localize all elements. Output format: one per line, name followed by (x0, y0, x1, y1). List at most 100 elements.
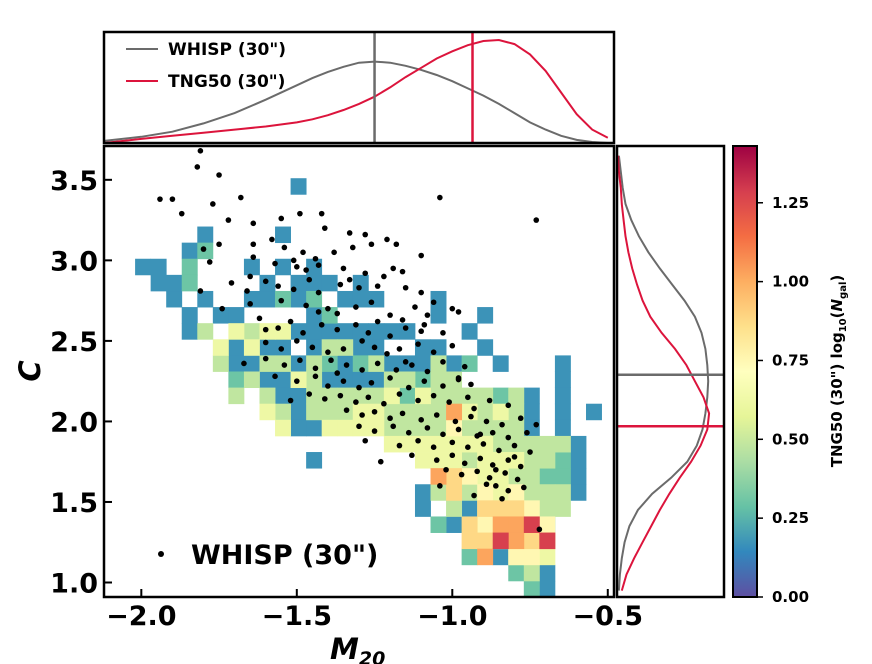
heatmap-cell (181, 258, 198, 276)
heatmap-cell (259, 371, 276, 389)
scatter-point (374, 283, 381, 289)
heatmap-cell (523, 435, 540, 453)
y-tick-label: 2.5 (50, 327, 98, 358)
heatmap-cell (368, 387, 385, 405)
scatter-point (483, 418, 490, 425)
heatmap-cell (539, 516, 556, 533)
heatmap-cell (337, 290, 354, 308)
right-marginal-lines (617, 155, 724, 591)
heatmap-cell (212, 355, 229, 372)
scatter-point (281, 362, 288, 368)
scatter-point (517, 415, 524, 422)
heatmap-cell (508, 387, 525, 405)
scatter-point (325, 305, 331, 312)
scatter-point (499, 421, 505, 428)
scatter-point (396, 346, 403, 352)
scatter-point (343, 362, 350, 368)
heatmap-cell (228, 339, 245, 356)
scatter-point (334, 310, 341, 317)
heatmap-cell (539, 452, 556, 469)
heatmap-cell (197, 226, 214, 244)
scatter-point (290, 286, 297, 293)
scatter-point (241, 360, 247, 367)
scatter-point (312, 365, 319, 372)
y-axis-label: C (13, 360, 47, 381)
heatmap-cell (321, 307, 338, 324)
heatmap-cell (446, 355, 463, 372)
scatter-point (437, 483, 443, 489)
scatter-point (430, 444, 437, 451)
heatmap-cell (508, 532, 525, 550)
scatter-point (356, 384, 362, 391)
heatmap-cell (306, 403, 323, 421)
heatmap-cell (430, 484, 447, 501)
heatmap-cell (430, 435, 447, 453)
heatmap-cell (523, 580, 540, 597)
scatter-point (409, 362, 415, 368)
colorbar-frame (732, 145, 758, 598)
scatter-point (178, 210, 185, 217)
heatmap-cell (523, 484, 540, 501)
scatter-point (365, 394, 372, 401)
main-axis-ticks: −2.0 −1.5 −1.0 −0.5 1.0 1.5 2.0 2.5 3.0 3.5 (50, 166, 643, 632)
scatter-point (210, 201, 216, 207)
scatter-point (169, 196, 176, 202)
scatter-point (362, 270, 369, 277)
heatmap-cell (290, 403, 307, 421)
heatmap-cell (414, 500, 431, 517)
scatter-point (216, 241, 222, 248)
heatmap-cell (461, 468, 478, 485)
heatmap-cell (492, 435, 509, 453)
scatter-point (309, 344, 316, 351)
heatmap-cell (461, 419, 478, 437)
heatmap-cell (414, 355, 431, 372)
heatmap-cell (383, 403, 400, 421)
colorbar-label: TNG50 (30") log10(Ngal) (828, 275, 849, 468)
heatmap-cell (477, 548, 494, 566)
heatmap-cell (492, 500, 509, 517)
heatmap-cell (368, 290, 385, 308)
scatter-point (321, 396, 328, 402)
scatter-point (262, 355, 269, 362)
scatter-point (244, 288, 250, 294)
heatmap-cell (181, 323, 198, 340)
scatter-point (312, 373, 319, 380)
scatter-point (278, 346, 285, 352)
heatmap-cell (368, 323, 385, 340)
scatter-point (387, 415, 393, 422)
heatmap-cell (539, 548, 556, 566)
heatmap-cell (306, 452, 323, 469)
heatmap-cell (306, 419, 323, 437)
heatmap-cell (352, 355, 369, 372)
scatter-point (294, 264, 300, 270)
heatmap-cell (352, 290, 369, 308)
scatter-point (405, 384, 412, 391)
scatter-point (278, 215, 285, 222)
heatmap-cell (243, 355, 260, 372)
scatter-point (312, 255, 319, 262)
heatmap-cell (477, 307, 494, 324)
scatter-point (247, 273, 253, 280)
scatter-point (262, 326, 269, 333)
heatmap-cell (337, 419, 354, 437)
scatter-point (194, 164, 201, 170)
scatter-point (228, 280, 235, 286)
scatter-point (424, 368, 431, 375)
heatmap-cell (461, 435, 478, 453)
heatmap-cell (539, 580, 556, 597)
top-marginal-panel: WHISP (30") TNG50 (30") (102, 30, 616, 145)
heatmap-cell (321, 403, 338, 421)
heatmap-cell (259, 387, 276, 405)
scatter-point (272, 260, 278, 267)
scatter-point (455, 426, 462, 433)
scatter-point (272, 373, 278, 380)
colorbar-ticks: 0.00 0.25 0.50 0.75 1.00 1.25 (757, 194, 809, 606)
heatmap-cell (321, 419, 338, 437)
scatter-point (306, 391, 313, 397)
top-marginal-curve (104, 60, 608, 143)
heatmap-cell (306, 323, 323, 340)
heatmap-cell (539, 484, 556, 501)
scatter-point (315, 262, 322, 268)
heatmap-cell (290, 178, 307, 195)
scatter-point (468, 413, 474, 420)
